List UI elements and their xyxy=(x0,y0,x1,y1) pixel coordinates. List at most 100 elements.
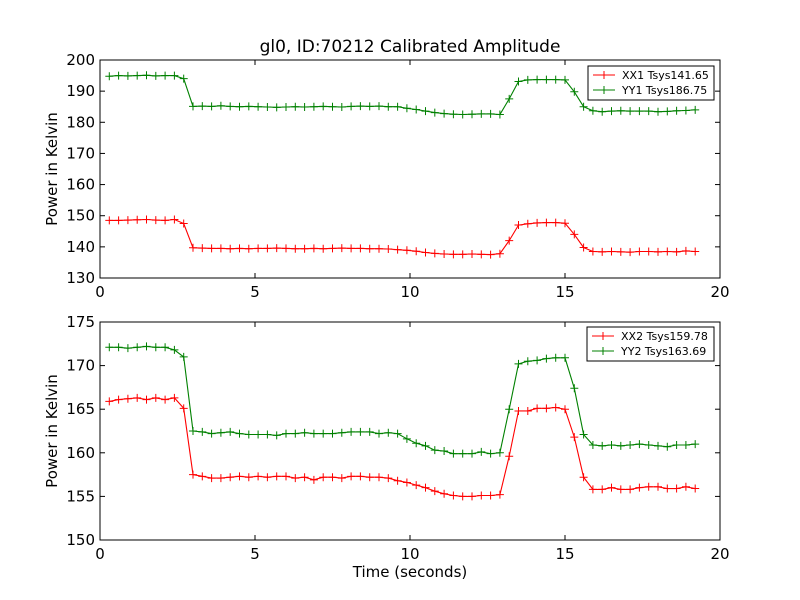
plot-frame xyxy=(99,59,721,279)
data-point xyxy=(151,393,160,402)
data-point xyxy=(561,219,569,228)
data-point xyxy=(114,343,123,352)
data-point xyxy=(347,102,356,111)
y-tick-label: 190 xyxy=(66,82,95,100)
data-point xyxy=(505,405,514,414)
data-point xyxy=(616,441,625,450)
y-tick-label: 140 xyxy=(66,238,95,256)
data-point xyxy=(309,102,318,111)
data-point xyxy=(189,243,197,252)
data-point xyxy=(579,430,588,439)
data-point xyxy=(235,244,244,253)
plot-top: 0 5 10 15 20 130 140 150 160 170 180 190 200 Power in… xyxy=(43,51,730,301)
y-tick-label: 165 xyxy=(66,400,95,418)
data-point xyxy=(654,441,662,450)
data-point xyxy=(142,215,151,224)
data-point xyxy=(207,102,216,111)
data-point xyxy=(384,474,393,483)
y-tick-label: 150 xyxy=(66,531,95,549)
data-point xyxy=(393,102,402,111)
data-point xyxy=(551,218,560,227)
data-point xyxy=(356,472,365,481)
data-point xyxy=(272,431,281,440)
data-point xyxy=(244,430,253,439)
data-point xyxy=(272,244,281,253)
y-tick-label: 200 xyxy=(66,51,95,69)
data-point xyxy=(402,478,411,487)
data-point xyxy=(254,244,263,253)
data-point xyxy=(421,483,430,492)
data-point xyxy=(486,109,495,118)
data-point xyxy=(226,473,235,482)
data-point xyxy=(542,75,551,84)
data-point xyxy=(189,470,197,479)
data-point xyxy=(365,427,374,436)
x-tick-label: 0 xyxy=(95,545,105,563)
data-point xyxy=(151,71,160,80)
data-point xyxy=(402,246,411,255)
data-point xyxy=(440,109,449,118)
data-point xyxy=(328,244,337,253)
data-point xyxy=(300,103,309,112)
data-point xyxy=(458,492,467,501)
data-point xyxy=(179,74,188,83)
data-point xyxy=(254,430,263,439)
chart-title: gl0, ID:70212 Calibrated Amplitude xyxy=(260,37,561,57)
data-point xyxy=(402,434,411,443)
data-point xyxy=(598,441,607,450)
data-point xyxy=(495,490,504,499)
data-point xyxy=(328,102,337,111)
data-point xyxy=(226,102,235,111)
data-point xyxy=(319,244,328,253)
data-point xyxy=(588,440,597,449)
data-point xyxy=(691,484,700,493)
data-point xyxy=(198,472,207,481)
plot-bottom: 0 5 10 15 20 150 155 160 165 170 175 Power in Kelvi… xyxy=(43,313,730,581)
data-point xyxy=(207,429,216,438)
data-point xyxy=(170,345,179,354)
data-point xyxy=(207,474,216,483)
data-point xyxy=(477,447,486,456)
data-point xyxy=(328,473,337,482)
data-point xyxy=(226,427,235,436)
data-point xyxy=(533,404,542,413)
data-point xyxy=(412,481,421,490)
data-point xyxy=(375,102,383,111)
data-point xyxy=(458,110,467,119)
data-point xyxy=(514,221,523,230)
x-tick-label: 10 xyxy=(400,283,419,301)
data-point xyxy=(347,427,356,436)
data-point xyxy=(244,244,253,253)
data-point xyxy=(319,429,328,438)
data-point xyxy=(430,487,439,496)
data-point xyxy=(598,107,607,116)
data-point xyxy=(458,250,467,259)
data-point xyxy=(542,404,551,413)
data-point xyxy=(337,428,346,437)
y-tick-label: 180 xyxy=(66,113,95,131)
data-point xyxy=(105,343,114,352)
data-point xyxy=(607,483,616,492)
data-point xyxy=(691,105,700,114)
data-point xyxy=(477,250,486,259)
data-point xyxy=(309,429,318,438)
data-point xyxy=(477,109,486,118)
data-point xyxy=(300,244,309,253)
data-point xyxy=(616,247,625,256)
x-tick-label: 15 xyxy=(555,283,574,301)
data-point xyxy=(356,427,365,436)
data-point xyxy=(291,102,300,111)
data-point xyxy=(337,474,346,483)
data-point xyxy=(291,244,300,253)
data-point xyxy=(514,77,523,86)
data-point xyxy=(421,248,430,257)
data-point xyxy=(449,449,458,458)
data-point xyxy=(189,102,197,111)
data-point xyxy=(542,354,551,363)
x-tick-label: 20 xyxy=(710,283,729,301)
data-point xyxy=(635,107,644,116)
data-point xyxy=(179,404,188,413)
data-point xyxy=(644,440,653,449)
data-point xyxy=(161,395,170,404)
data-point xyxy=(114,395,123,404)
